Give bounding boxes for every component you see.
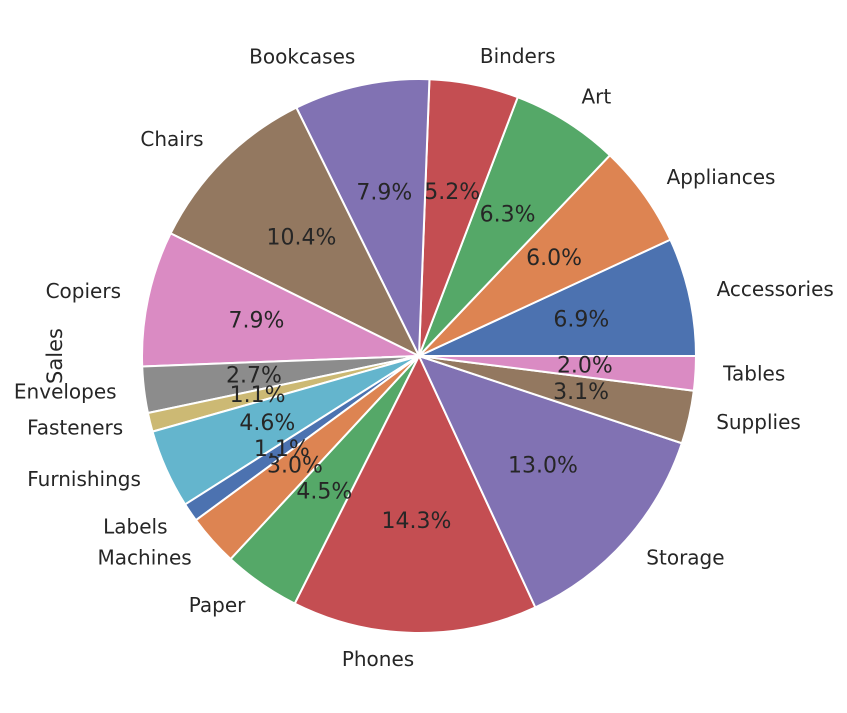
percent-label: 3.1%: [553, 380, 609, 405]
pie-slice-phones: [293, 355, 537, 634]
category-labels: Accessories Appliances Art Binders Bookcases…: [14, 44, 834, 671]
percent-label: 13.0%: [508, 454, 578, 479]
pie-slice-tables: [418, 355, 698, 392]
percent-label: 10.4%: [267, 226, 337, 251]
percent-label: 7.9%: [356, 181, 412, 206]
percent-labels: 6.9%6.0%6.3%5.2%7.9%10.4%7.9%2.7%1.1%4.6…: [226, 180, 613, 534]
percent-label: 3.0%: [267, 454, 323, 479]
category-label: Copiers: [46, 279, 121, 303]
percent-label: 5.2%: [424, 180, 480, 205]
percent-label: 1.1%: [254, 437, 310, 462]
pie-slice-bookcases: [295, 78, 431, 357]
category-label: Accessories: [717, 277, 834, 301]
pie-slice-storage: [418, 355, 683, 609]
category-label: Tables: [722, 362, 785, 386]
category-label: Machines: [98, 545, 192, 569]
category-label: Chairs: [140, 127, 203, 151]
category-label: Supplies: [716, 410, 801, 434]
percent-label: 6.0%: [526, 246, 582, 271]
percent-label: 6.3%: [480, 202, 536, 227]
category-label: Envelopes: [14, 380, 117, 404]
percent-label: 14.3%: [381, 509, 451, 534]
category-label: Bookcases: [249, 45, 355, 69]
category-label: Phones: [342, 647, 414, 671]
category-label: Art: [582, 85, 612, 109]
percent-label: 4.5%: [296, 480, 352, 505]
pie-slices: [141, 78, 698, 634]
pie-slice-chairs: [169, 106, 420, 357]
pie-slice-copiers: [141, 232, 420, 368]
pie-slice-accessories: [418, 238, 697, 357]
category-label: Fasteners: [27, 416, 123, 440]
category-label: Binders: [480, 44, 556, 68]
category-label: Furnishings: [27, 467, 141, 491]
percent-label: 4.6%: [239, 411, 295, 436]
percent-label: 6.9%: [553, 307, 609, 332]
percent-label: 7.9%: [229, 308, 285, 333]
percent-label: 1.1%: [230, 383, 286, 408]
category-label: Labels: [103, 515, 167, 539]
percent-label: 2.0%: [557, 353, 613, 378]
category-label: Appliances: [667, 165, 776, 189]
category-label: Storage: [646, 545, 724, 569]
category-label: Paper: [189, 593, 246, 617]
percent-label: 2.7%: [226, 363, 282, 388]
y-axis-label: Sales: [43, 328, 67, 384]
